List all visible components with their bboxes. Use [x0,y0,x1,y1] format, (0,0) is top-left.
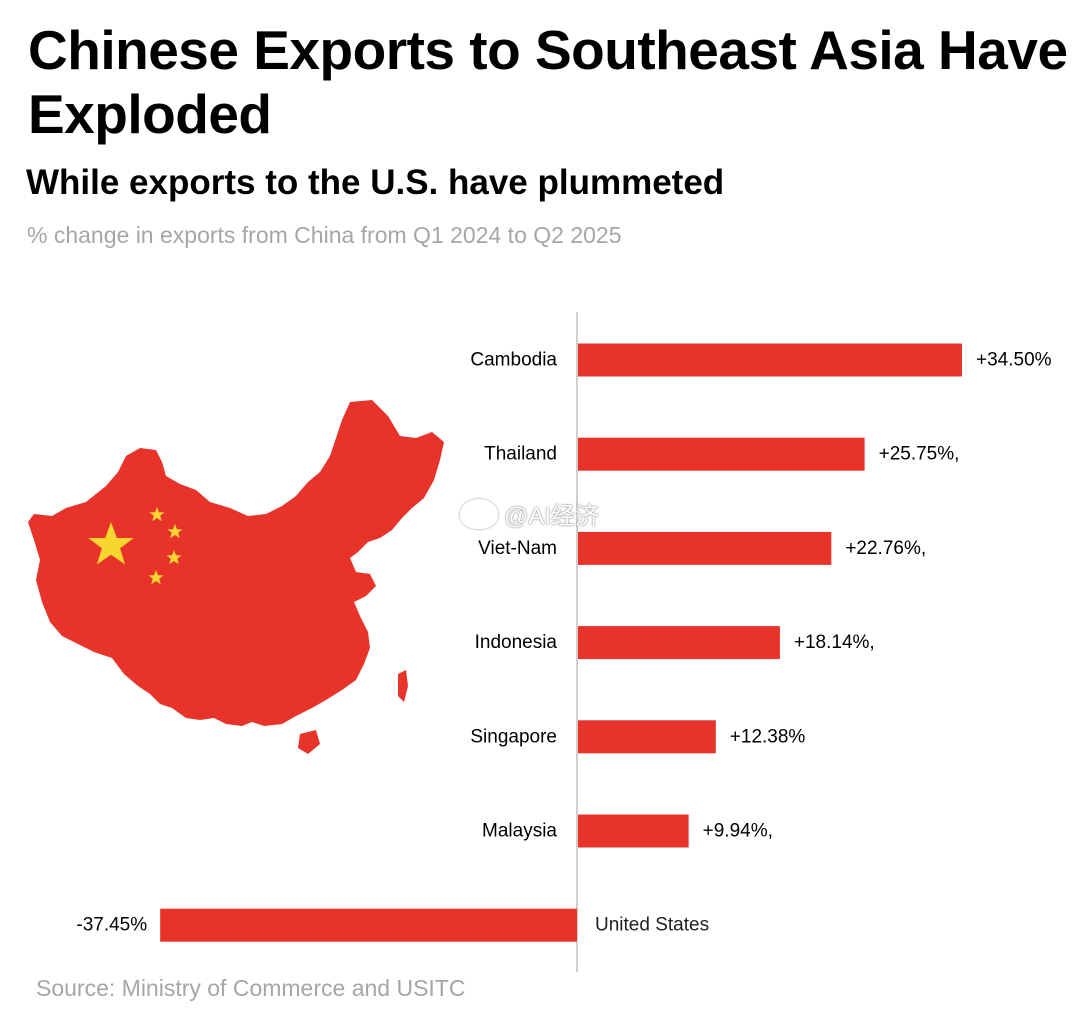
category-label: Indonesia [475,632,558,653]
china-map-shape [28,400,444,726]
chart-subtitle: While exports to the U.S. have plummeted [26,163,725,202]
value-label: +9.94%, [703,821,773,842]
category-label: Cambodia [470,350,557,371]
value-label: +12.38% [730,726,806,747]
bar-thailand [578,437,865,471]
watermark-text: @AI经济 [504,503,600,530]
small-star-icon [148,570,164,585]
bar-malaysia [578,814,689,848]
category-label: Malaysia [482,821,557,842]
small-star-icon [149,507,165,522]
value-label: -37.45% [76,915,147,936]
hainan-shape [298,730,320,754]
taiwan-shape [398,670,408,702]
chart-title: Chinese Exports to Southeast Asia Have E… [28,19,1068,145]
watermark: @AI经济 [460,496,599,531]
bar-chart: Cambodia +34.50% Thailand +25.75%, Viet-Nam +… [76,312,1052,972]
value-label: +22.76%, [845,538,926,559]
bohai-bay-shape [352,552,372,568]
small-star-icon [167,524,183,539]
large-star-icon [88,522,134,565]
bar-indonesia [578,626,780,660]
category-label: Singapore [470,726,557,747]
value-label: +34.50% [976,350,1052,371]
weibo-logo-icon [460,498,498,529]
source-note: Source: Ministry of Commerce and USITC [36,975,466,1001]
small-star-icon [166,550,182,565]
value-label: +25.75%, [879,444,960,465]
value-label: +18.14%, [794,632,875,653]
bar-cambodia [578,343,962,377]
bar-united-states [160,908,577,942]
bar-viet-nam [578,531,832,565]
category-label: Viet-Nam [478,538,557,559]
category-label: United States [595,915,709,936]
chart-caption: % change in exports from China from Q1 2… [27,222,622,248]
bar-singapore [578,720,716,754]
china-flag-map-icon [28,400,444,754]
category-label: Thailand [484,444,557,465]
flag-stars [88,507,183,585]
